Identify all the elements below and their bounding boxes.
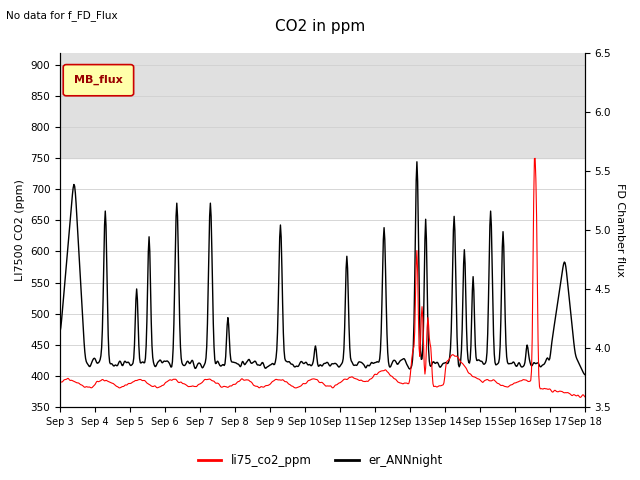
Text: MB_flux: MB_flux bbox=[74, 75, 123, 85]
Bar bbox=[60, 53, 585, 158]
Y-axis label: FD Chamber flux: FD Chamber flux bbox=[615, 183, 625, 276]
Y-axis label: LI7500 CO2 (ppm): LI7500 CO2 (ppm) bbox=[15, 179, 25, 281]
Legend: li75_co2_ppm, er_ANNnight: li75_co2_ppm, er_ANNnight bbox=[193, 449, 447, 472]
Text: No data for f_FD_Flux: No data for f_FD_Flux bbox=[6, 10, 118, 21]
Text: CO2 in ppm: CO2 in ppm bbox=[275, 19, 365, 34]
